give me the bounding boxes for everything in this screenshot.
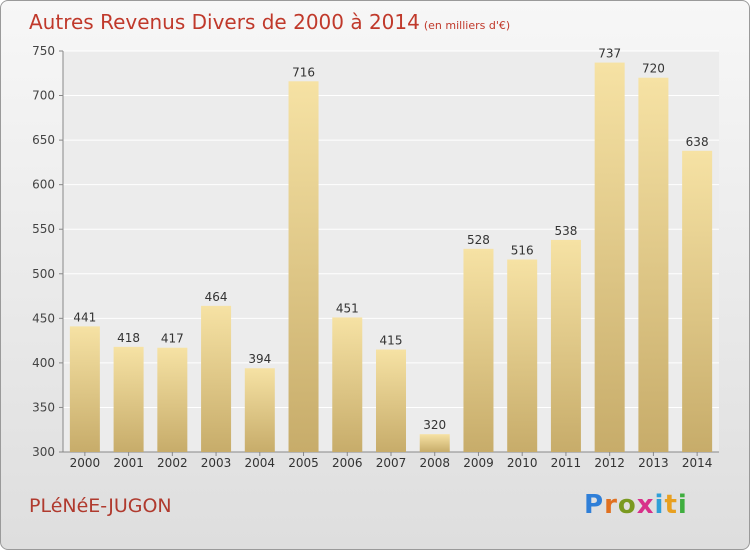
chart-title-text: Autres Revenus Divers de 2000 à 2014 bbox=[29, 10, 420, 34]
logo-letter: P bbox=[584, 490, 605, 520]
x-tick-label: 2012 bbox=[594, 456, 625, 470]
proxiti-logo: Proxiti bbox=[584, 490, 688, 520]
logo-letter: x bbox=[636, 490, 655, 520]
bar bbox=[507, 259, 538, 452]
y-tick-label: 500 bbox=[32, 267, 55, 281]
x-tick-label: 2011 bbox=[551, 456, 582, 470]
y-tick-label: 650 bbox=[32, 133, 55, 147]
bar bbox=[376, 349, 406, 452]
data-label: 638 bbox=[686, 135, 709, 149]
data-label: 417 bbox=[161, 332, 184, 346]
x-tick-label: 2010 bbox=[507, 456, 538, 470]
x-tick-label: 2000 bbox=[70, 456, 101, 470]
bar bbox=[638, 77, 669, 452]
x-tick-label: 2014 bbox=[682, 456, 713, 470]
x-tick-label: 2001 bbox=[113, 456, 144, 470]
bar bbox=[113, 346, 144, 452]
bar bbox=[244, 368, 275, 452]
data-label: 464 bbox=[205, 290, 228, 304]
y-tick-label: 400 bbox=[32, 356, 55, 370]
logo-letter: i bbox=[677, 490, 688, 520]
y-tick-label: 550 bbox=[32, 222, 55, 236]
data-label: 415 bbox=[380, 334, 403, 348]
y-tick-label: 750 bbox=[32, 44, 55, 58]
data-label: 538 bbox=[554, 224, 577, 238]
data-label: 720 bbox=[642, 62, 665, 76]
y-tick-label: 600 bbox=[32, 178, 55, 192]
x-tick-label: 2008 bbox=[419, 456, 450, 470]
x-tick-label: 2004 bbox=[245, 456, 276, 470]
chart-title: Autres Revenus Divers de 2000 à 2014 (en … bbox=[29, 10, 510, 34]
y-tick-label: 300 bbox=[32, 445, 55, 459]
y-tick-label: 700 bbox=[32, 89, 55, 103]
x-tick-label: 2006 bbox=[332, 456, 363, 470]
data-label: 716 bbox=[292, 65, 315, 79]
data-label: 516 bbox=[511, 244, 534, 258]
x-tick-label: 2003 bbox=[201, 456, 232, 470]
bar bbox=[157, 347, 188, 452]
bar bbox=[594, 62, 625, 453]
chart-unit: (en milliers d'€) bbox=[423, 19, 511, 32]
bar bbox=[682, 150, 713, 452]
bar bbox=[288, 81, 319, 452]
data-label: 320 bbox=[423, 418, 446, 432]
logo-letter: i bbox=[654, 490, 665, 520]
x-tick-label: 2007 bbox=[376, 456, 407, 470]
bar bbox=[419, 434, 450, 452]
bar bbox=[550, 239, 581, 452]
bar bbox=[332, 317, 363, 452]
x-tick-label: 2013 bbox=[638, 456, 669, 470]
bar bbox=[201, 305, 232, 452]
data-label: 528 bbox=[467, 233, 490, 247]
data-label: 418 bbox=[117, 331, 140, 345]
logo-letter: r bbox=[604, 490, 618, 520]
bar bbox=[69, 326, 100, 452]
data-label: 394 bbox=[248, 352, 271, 366]
y-tick-label: 350 bbox=[32, 400, 55, 414]
data-label: 737 bbox=[598, 47, 621, 61]
x-tick-label: 2002 bbox=[157, 456, 188, 470]
x-tick-label: 2005 bbox=[288, 456, 319, 470]
bar bbox=[463, 248, 494, 452]
logo-letter: o bbox=[617, 490, 637, 520]
data-label: 451 bbox=[336, 301, 359, 315]
data-label: 441 bbox=[73, 310, 96, 324]
y-tick-label: 450 bbox=[32, 311, 55, 325]
x-tick-label: 2009 bbox=[463, 456, 494, 470]
logo-letter: t bbox=[664, 490, 678, 520]
place-name: PLéNéE-JUGON bbox=[29, 495, 172, 517]
